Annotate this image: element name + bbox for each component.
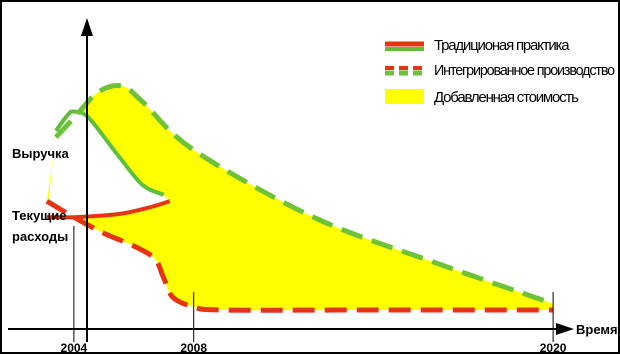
y-label-costs-line1: Текущие (12, 208, 66, 223)
y-axis-arrow (81, 18, 93, 36)
series-traditional-revenue (54, 109, 165, 197)
legend-swatch-added-value (385, 89, 424, 104)
x-axis-arrow (556, 323, 574, 335)
x-tick-label-2020: 2020 (540, 341, 567, 355)
legend-label-traditional: Традиционая практика (434, 37, 570, 54)
traditional-margin-area (46, 111, 170, 218)
legend: Традиционая практика Интегрированное про… (385, 37, 616, 106)
x-tick-label-2004: 2004 (61, 341, 88, 355)
legend-label-integrated: Интегрированное производство (434, 62, 615, 79)
x-axis-label: Время (576, 322, 618, 337)
area-layer (46, 85, 554, 311)
y-label-revenue: Выручка (12, 146, 70, 161)
y-label-costs-line2: расходы (12, 229, 68, 244)
year-guides (73, 226, 554, 342)
axes (8, 18, 574, 342)
x-tick-labels: 2004 2008 2020 (61, 341, 567, 355)
added-value-area (46, 85, 554, 311)
x-tick-label-2008: 2008 (180, 341, 207, 355)
legend-label-added-value: Добавленная стоимость (434, 89, 579, 106)
series-traditional-costs (46, 199, 171, 220)
